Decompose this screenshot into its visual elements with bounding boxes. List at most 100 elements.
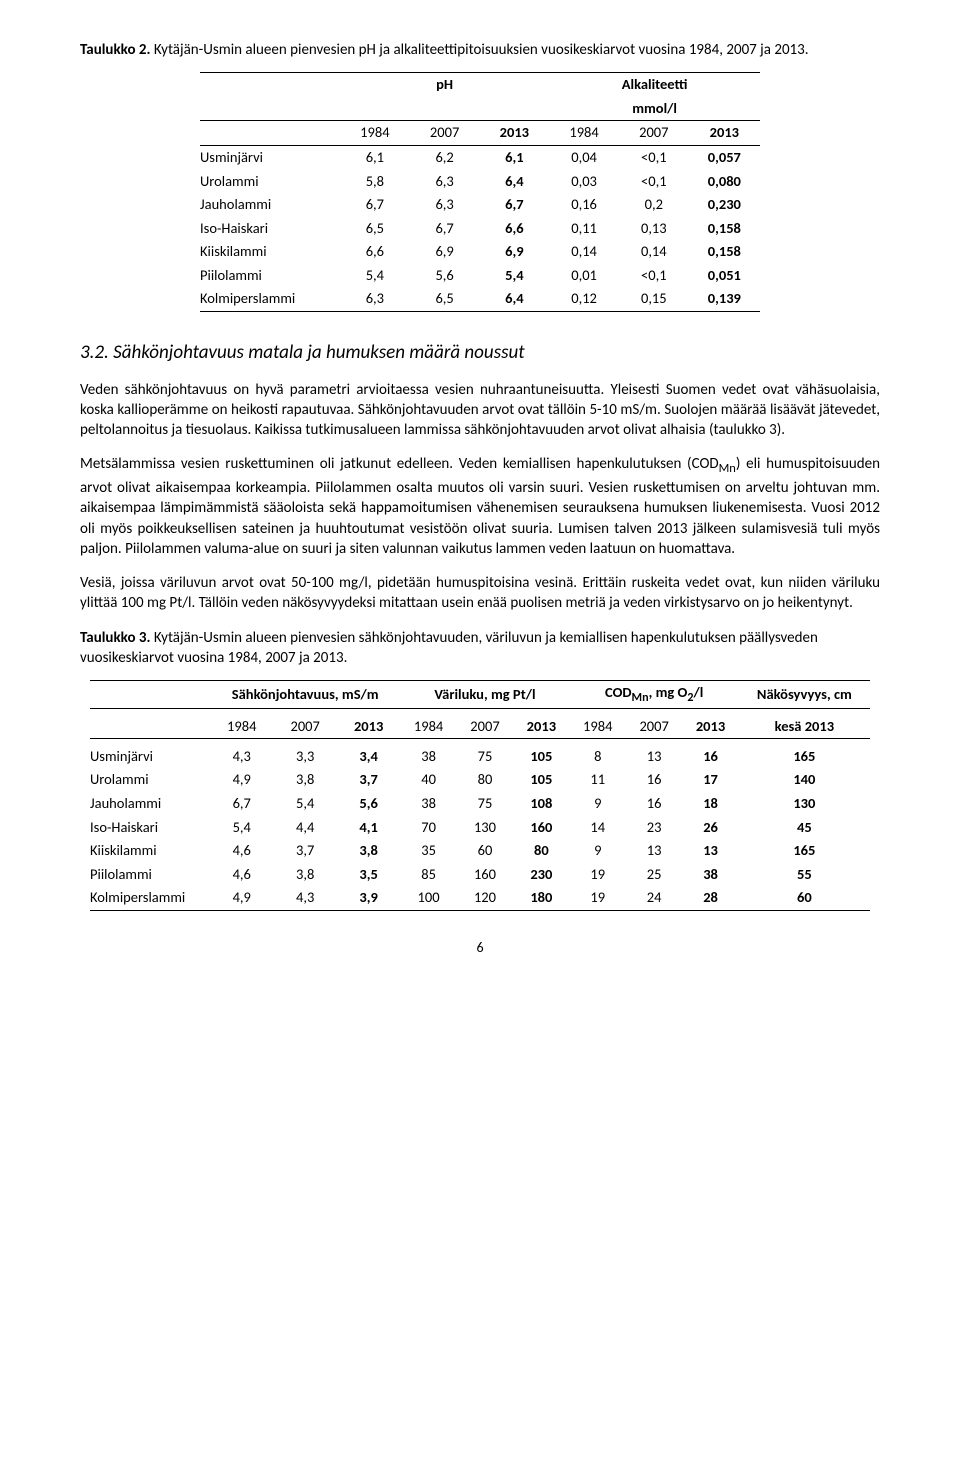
- table2-group-color: Väriluku, mg Pt/l: [400, 681, 569, 709]
- cell: 6,2: [410, 145, 480, 169]
- cell: 160: [457, 863, 513, 887]
- cell: 16: [626, 792, 682, 816]
- cell: 0,139: [689, 287, 760, 311]
- cell: 38: [400, 745, 456, 769]
- cell: 85: [400, 863, 456, 887]
- row-label: Iso-Haiskari: [200, 217, 340, 241]
- row-label: Kiiskilammi: [90, 839, 210, 863]
- table2-year: 2007: [457, 715, 513, 739]
- table2-year: 1984: [400, 715, 456, 739]
- cell: 17: [682, 768, 738, 792]
- row-label: Jauholammi: [90, 792, 210, 816]
- row-label: Urolammi: [200, 170, 340, 194]
- table2-year: kesä 2013: [739, 715, 870, 739]
- cell: 4,4: [273, 816, 336, 840]
- cell: 4,3: [273, 886, 336, 910]
- cell: 13: [626, 839, 682, 863]
- cell: 6,9: [410, 240, 480, 264]
- cell: 0,16: [549, 193, 619, 217]
- table1-caption-text: Kytäjän-Usmin alueen pienvesien pH ja al…: [151, 41, 809, 59]
- paragraph-2: Metsälammissa vesien ruskettuminen oli j…: [80, 454, 880, 559]
- cell: 60: [739, 886, 870, 910]
- cell: 28: [682, 886, 738, 910]
- table2-year: 2007: [273, 715, 336, 739]
- row-label: Piilolammi: [90, 863, 210, 887]
- cell: 6,7: [410, 217, 480, 241]
- row-label: Piilolammi: [200, 264, 340, 288]
- cell: 6,3: [410, 193, 480, 217]
- table-row: Iso-Haiskari6,56,76,60,110,130,158: [200, 217, 760, 241]
- cell: <0,1: [619, 145, 689, 169]
- cell: 105: [513, 745, 569, 769]
- cell: 0,080: [689, 170, 760, 194]
- cell: 120: [457, 886, 513, 910]
- cell: 0,230: [689, 193, 760, 217]
- cell: 6,7: [340, 193, 410, 217]
- cell: 35: [400, 839, 456, 863]
- row-label: Usminjärvi: [90, 745, 210, 769]
- cell: 11: [570, 768, 626, 792]
- cell: 9: [570, 839, 626, 863]
- cell: 6,6: [340, 240, 410, 264]
- cell: 75: [457, 745, 513, 769]
- cell: 55: [739, 863, 870, 887]
- cell: 0,2: [619, 193, 689, 217]
- cell: 0,158: [689, 240, 760, 264]
- table1-year: 2013: [479, 121, 549, 146]
- cell: 180: [513, 886, 569, 910]
- cell: 5,4: [210, 816, 273, 840]
- cell: 130: [457, 816, 513, 840]
- table2: Sähkönjohtavuus, mS/m Väriluku, mg Pt/l …: [90, 680, 870, 911]
- cell: 5,4: [273, 792, 336, 816]
- row-label: Usminjärvi: [200, 145, 340, 169]
- cell: 0,14: [549, 240, 619, 264]
- cell: 3,7: [273, 839, 336, 863]
- cell: 4,6: [210, 863, 273, 887]
- table1-caption-label: Taulukko 2.: [80, 41, 151, 59]
- table1: pH Alkaliteetti mmol/l 1984 2007 2013 19…: [200, 72, 760, 312]
- cell: 0,15: [619, 287, 689, 311]
- table1-year: 2007: [410, 121, 480, 146]
- cell: 130: [739, 792, 870, 816]
- table-row: Iso-Haiskari5,44,44,17013016014232645: [90, 816, 870, 840]
- cell: 0,01: [549, 264, 619, 288]
- row-label: Iso-Haiskari: [90, 816, 210, 840]
- row-label: Urolammi: [90, 768, 210, 792]
- table2-group-cod: CODMn, mg O2/l: [570, 681, 739, 709]
- cell: 0,12: [549, 287, 619, 311]
- section-heading: 3.2. Sähkönjohtavuus matala ja humuksen …: [80, 340, 880, 366]
- cell: 3,8: [337, 839, 400, 863]
- cell: 5,6: [410, 264, 480, 288]
- cell: 5,4: [479, 264, 549, 288]
- cell: 0,04: [549, 145, 619, 169]
- table1-year: 1984: [549, 121, 619, 146]
- table2-year: 2013: [337, 715, 400, 739]
- table2-year: 1984: [210, 715, 273, 739]
- cell: 0,13: [619, 217, 689, 241]
- table-row: Kiiskilammi6,66,96,90,140,140,158: [200, 240, 760, 264]
- table-row: Usminjärvi6,16,26,10,04<0,10,057: [200, 145, 760, 169]
- paragraph-2-sub: Mn: [719, 461, 736, 476]
- cell: 3,3: [273, 745, 336, 769]
- cell: 80: [513, 839, 569, 863]
- cell: 60: [457, 839, 513, 863]
- cell: 105: [513, 768, 569, 792]
- table1-year: 1984: [340, 121, 410, 146]
- table1-caption: Taulukko 2. Kytäjän-Usmin alueen pienves…: [80, 40, 880, 60]
- table2-year: 2013: [682, 715, 738, 739]
- cell: 5,4: [340, 264, 410, 288]
- table-row: Usminjärvi4,33,33,4387510581316165: [90, 745, 870, 769]
- table-row: Urolammi5,86,36,40,03<0,10,080: [200, 170, 760, 194]
- cell: 38: [400, 792, 456, 816]
- cell: <0,1: [619, 170, 689, 194]
- cell: 6,3: [410, 170, 480, 194]
- cell: 24: [626, 886, 682, 910]
- table1-year: 2013: [689, 121, 760, 146]
- table-row: Jauholammi6,75,45,6387510891618130: [90, 792, 870, 816]
- cell: 45: [739, 816, 870, 840]
- cell: 4,9: [210, 768, 273, 792]
- cell: 4,1: [337, 816, 400, 840]
- table1-group-ph: pH: [340, 73, 549, 97]
- cell: 3,7: [337, 768, 400, 792]
- page-number: 6: [80, 939, 880, 958]
